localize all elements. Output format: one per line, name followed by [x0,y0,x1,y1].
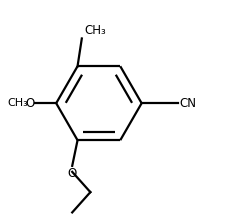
Text: O: O [67,167,76,180]
Text: CN: CN [178,97,195,110]
Text: O: O [25,97,34,110]
Text: CH₃: CH₃ [8,98,28,108]
Text: CH₃: CH₃ [84,24,105,37]
